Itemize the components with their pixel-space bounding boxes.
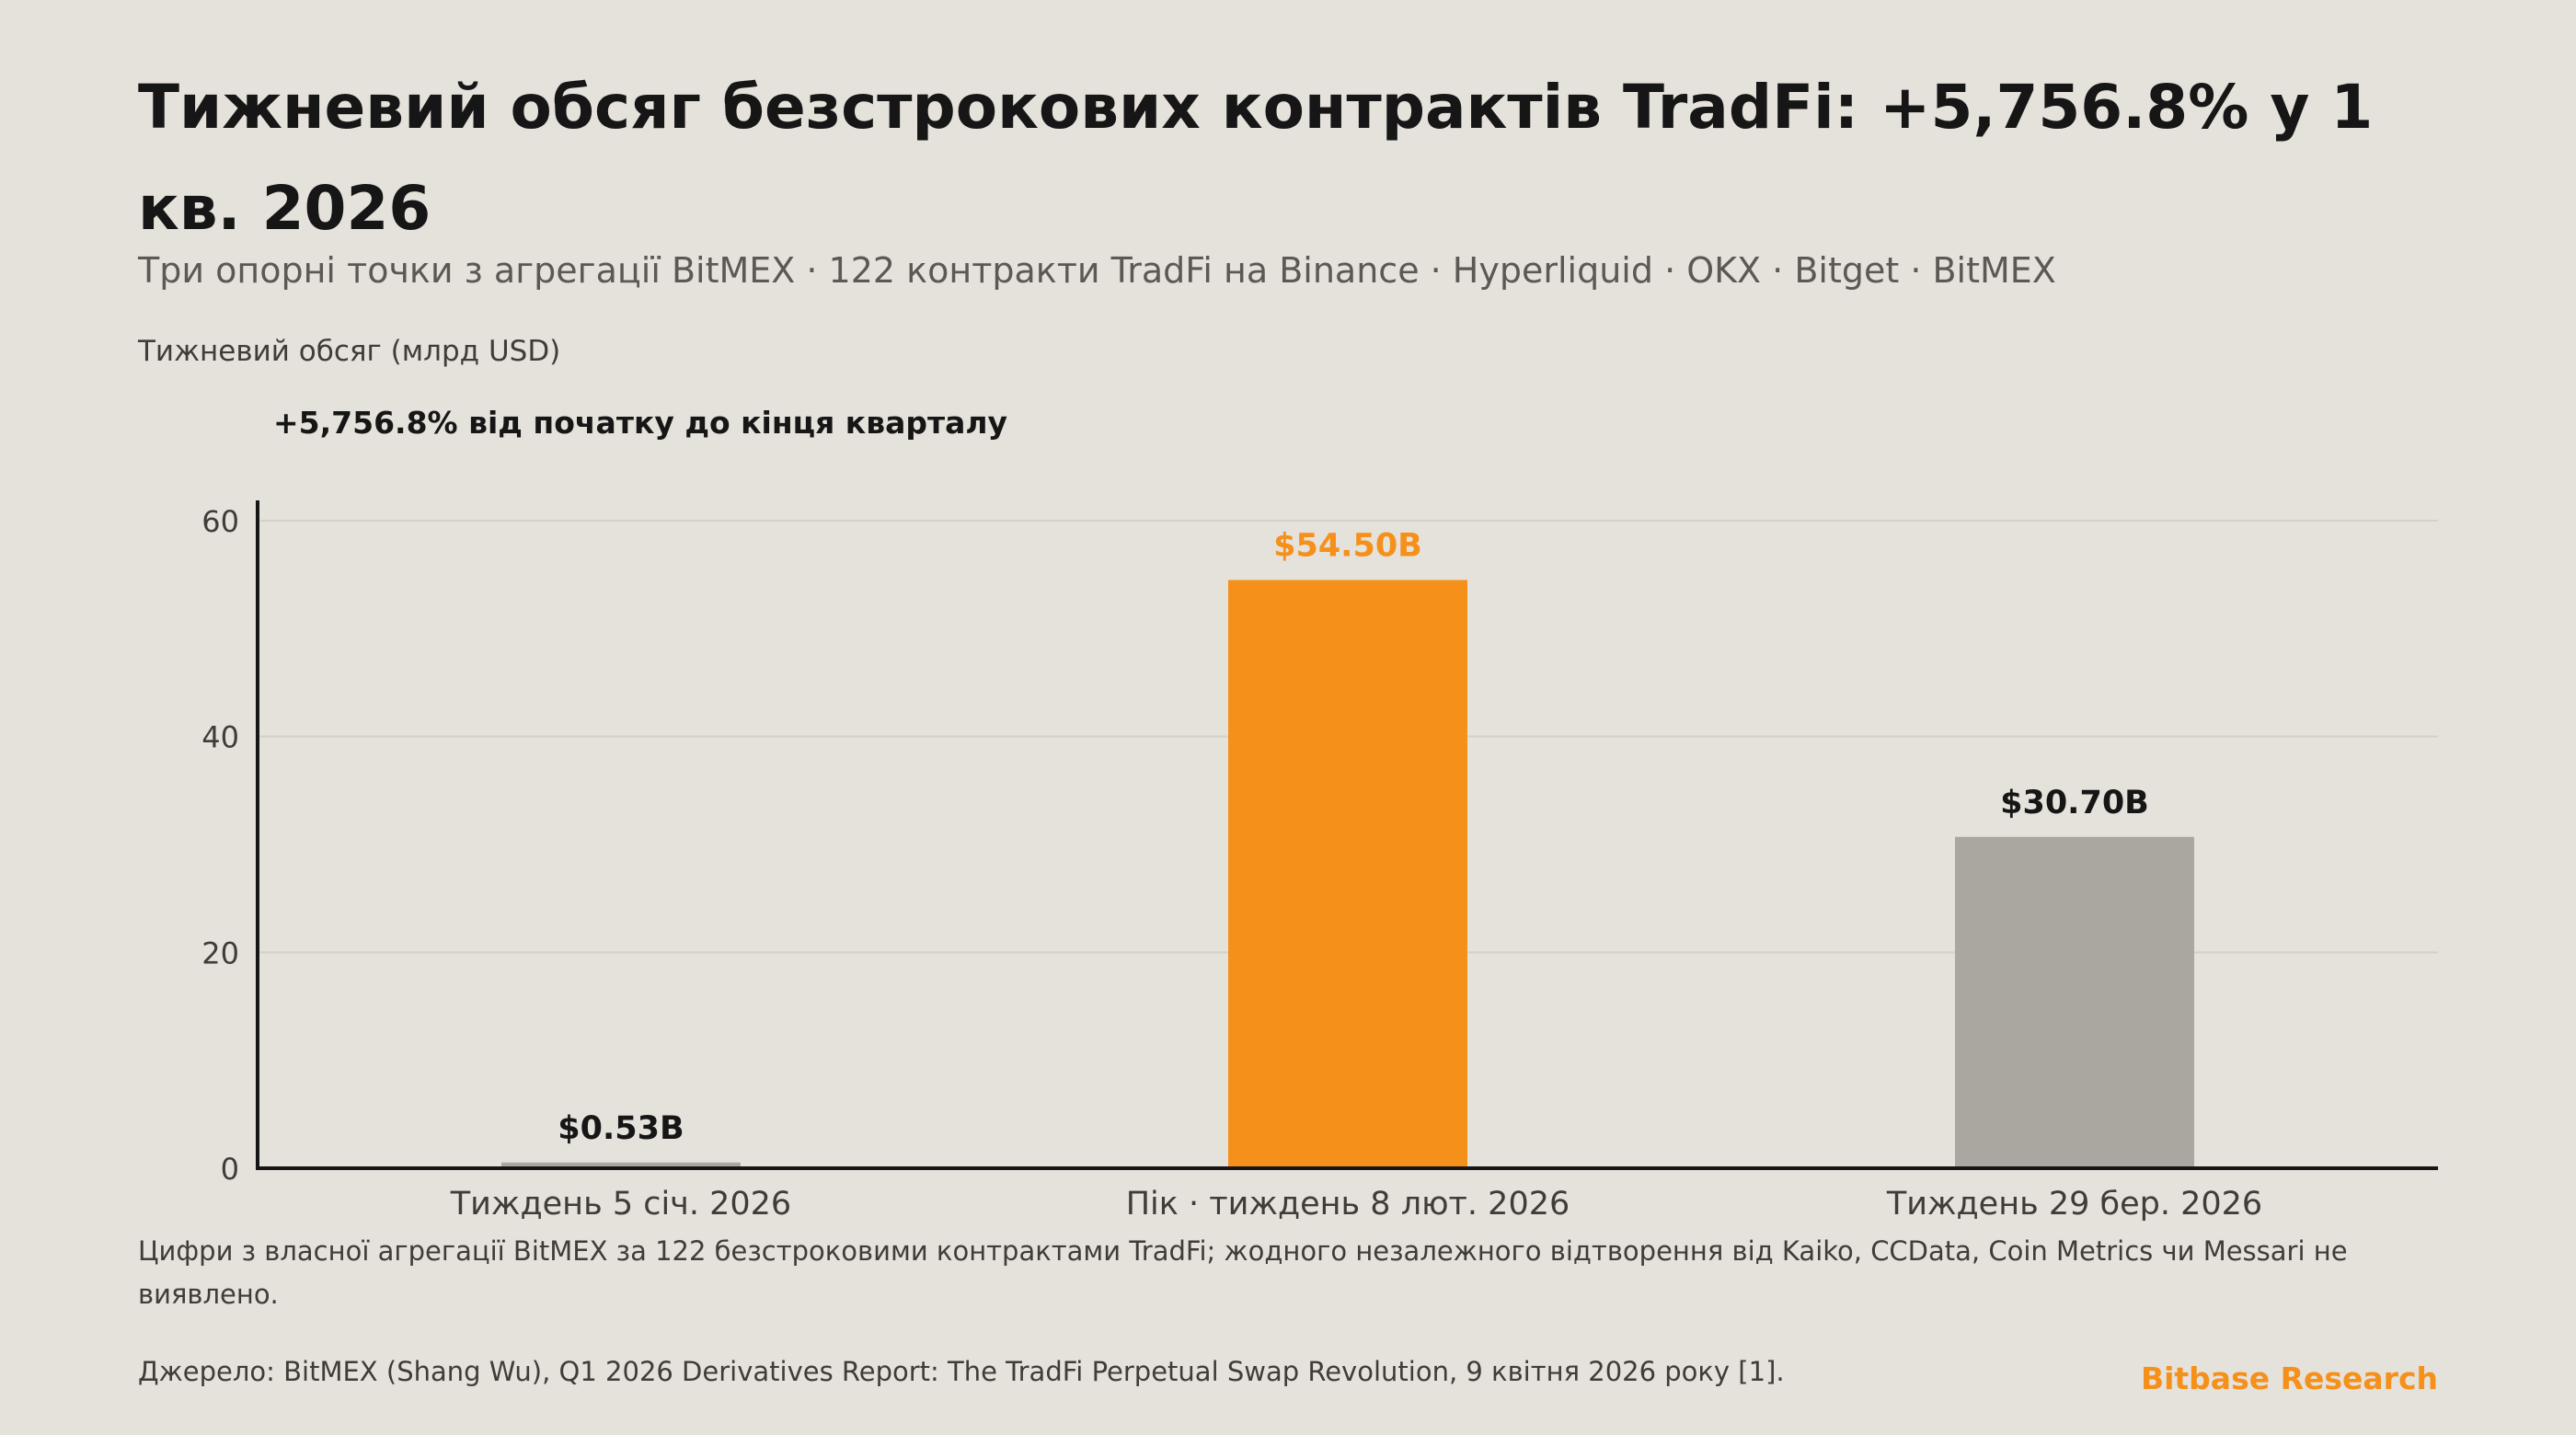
bar	[501, 1162, 741, 1168]
bar	[1955, 836, 2194, 1168]
data-label: $0.53B	[558, 1110, 684, 1147]
bar	[1228, 580, 1467, 1168]
methodology-note: Цифри з власної агрегації BitMEX за 122 …	[138, 1235, 2348, 1310]
chart-subtitle: Три опорні точки з агрегації BitMEX · 12…	[138, 250, 2056, 291]
chart-title: Тижневий обсяг безстрокових контрактів T…	[138, 72, 2374, 244]
growth-annotation: +5,756.8% від початку до кінця кварталу	[273, 405, 1008, 441]
bar-chart: 0 20 40 60 $0.53B Тиждень 5 січ. 2026 $54.50B П…	[201, 500, 2438, 1223]
data-label: $30.70B	[2000, 785, 2149, 821]
brand-logo: Bitbase Research	[2140, 1360, 2438, 1396]
y-tick-label: 60	[201, 504, 239, 539]
y-axis-label: Тижневий обсяг (млрд USD)	[138, 335, 561, 368]
x-tick-label: Пік · тиждень 8 лют. 2026	[1126, 1186, 1570, 1223]
y-tick-label: 40	[201, 720, 239, 755]
data-label: $54.50B	[1273, 528, 1422, 565]
source-note: Джерело: BitMEX (Shang Wu), Q1 2026 Deri…	[138, 1356, 1785, 1387]
x-tick-label: Тиждень 29 бер. 2026	[1886, 1186, 2262, 1223]
x-tick-label: Тиждень 5 січ. 2026	[450, 1186, 791, 1223]
y-tick-label: 20	[201, 936, 239, 970]
y-tick-label: 0	[221, 1152, 239, 1187]
